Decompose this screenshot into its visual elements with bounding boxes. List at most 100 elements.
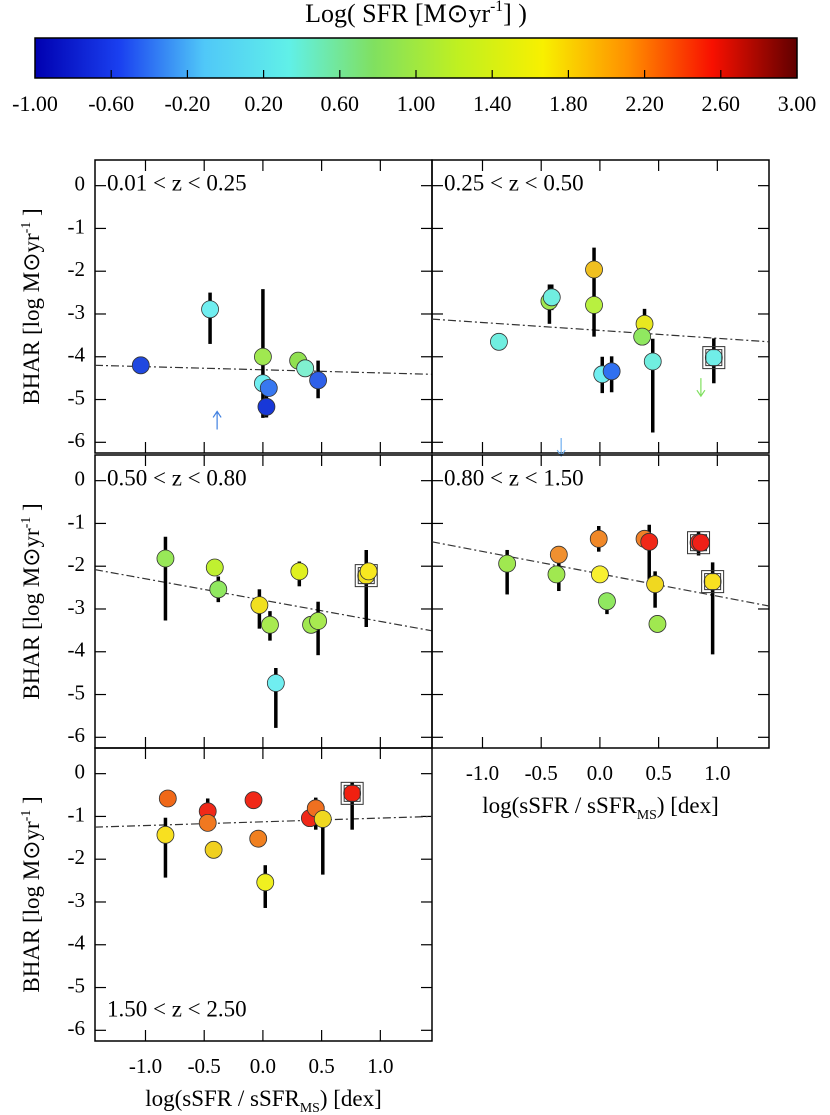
point <box>691 533 710 552</box>
point <box>633 327 652 346</box>
point <box>290 562 309 581</box>
x-tick-label: 0.5 <box>645 761 671 785</box>
y-tick-label: 0 <box>75 171 86 195</box>
label-part: -1 <box>18 222 33 234</box>
x-tick-label: 0.0 <box>587 761 613 785</box>
point <box>204 840 223 859</box>
limit-arrow <box>696 378 706 398</box>
point <box>640 532 659 551</box>
x-tick-label: -1.0 <box>466 761 499 785</box>
limit-arrow <box>212 410 222 430</box>
label-part: MS <box>300 1100 320 1115</box>
y-tick-label: -5 <box>68 680 86 704</box>
label-part: ⊙ <box>19 252 44 271</box>
point <box>591 565 609 584</box>
point <box>313 810 332 828</box>
point <box>244 791 263 810</box>
colorbar-tick-label: 0.20 <box>244 91 283 116</box>
label-part: -1 <box>18 810 33 822</box>
point-box <box>702 346 726 370</box>
y-tick-label: 0 <box>75 466 86 490</box>
point <box>261 615 279 634</box>
point <box>359 562 378 581</box>
x-tick-label: 1.0 <box>704 761 730 785</box>
label-part: ] ) <box>503 0 527 28</box>
point <box>643 352 662 371</box>
point <box>266 674 285 692</box>
y-tick-label: -5 <box>68 973 86 997</box>
label-part: ) [dex] <box>320 1086 382 1111</box>
point <box>490 332 508 351</box>
point <box>309 612 328 630</box>
y-tick-label: -4 <box>68 931 86 955</box>
point <box>250 596 269 615</box>
point-box <box>704 573 722 591</box>
point-box <box>340 781 364 805</box>
label-part: BHAR [log M <box>19 272 44 405</box>
y-tick-label: -6 <box>68 1016 86 1040</box>
label-part: ] <box>19 208 44 221</box>
point <box>589 529 608 548</box>
x-tick-label: -0.5 <box>525 761 558 785</box>
label-part: ⊙ <box>447 0 469 28</box>
colorbar-tick-label: -0.20 <box>164 91 210 116</box>
axis-label: BHAR [log M⊙yr-1 ] <box>18 796 45 992</box>
colorbar-tick-label: 2.20 <box>625 91 664 116</box>
x-tick-label: -1.0 <box>129 1054 162 1078</box>
axis-label: BHAR [log M⊙yr-1 ] <box>18 503 45 699</box>
panel-label: 0.01 < z < 0.25 <box>107 170 247 195</box>
point <box>542 288 561 307</box>
point <box>703 572 722 591</box>
point <box>131 356 150 375</box>
y-tick-label: 0 <box>75 759 86 783</box>
label-part: yr <box>19 821 44 841</box>
axis-label: Log( SFR [M⊙yr-1] ) <box>305 0 527 28</box>
point <box>198 813 217 832</box>
label-part: yr <box>468 0 490 28</box>
point <box>259 379 278 397</box>
y-tick-label: -6 <box>68 428 86 452</box>
point <box>257 397 276 416</box>
label-part: ] <box>19 503 44 516</box>
point <box>158 789 177 808</box>
label-part: Log( SFR [M <box>305 0 447 28</box>
colorbar-tick-label: 1.40 <box>473 91 512 116</box>
label-part: BHAR [log M <box>19 860 44 993</box>
x-tick-label: 1.0 <box>367 1054 393 1078</box>
label-part: BHAR [log M <box>19 567 44 700</box>
point <box>498 554 517 573</box>
panel-label: 1.50 < z < 2.50 <box>107 996 247 1021</box>
point-box <box>701 570 725 594</box>
label-part: yr <box>19 528 44 548</box>
point-box <box>705 349 723 367</box>
label-part: log(sSFR / sSFR <box>145 1086 300 1111</box>
x-tick-label: 0.5 <box>308 1054 334 1078</box>
x-tick-label: -0.5 <box>188 1054 221 1078</box>
point <box>254 347 272 366</box>
point-box <box>343 784 361 802</box>
y-tick-label: -1 <box>68 509 86 533</box>
axis-label: log(sSFR / sSFRMS) [dex] <box>145 1086 382 1114</box>
limit-arrow <box>556 438 566 458</box>
point <box>648 615 667 633</box>
point <box>585 296 603 314</box>
y-tick-label: -3 <box>68 888 86 912</box>
y-tick-label: -1 <box>68 214 86 238</box>
label-part: ⊙ <box>19 840 44 859</box>
point <box>602 362 621 381</box>
point <box>156 825 175 844</box>
point <box>201 300 219 319</box>
point <box>343 784 362 803</box>
point <box>156 549 175 568</box>
point <box>549 545 568 564</box>
point <box>309 371 328 390</box>
panel-label: 0.80 < z < 1.50 <box>444 465 584 490</box>
fit-line <box>431 318 770 343</box>
point <box>209 580 228 599</box>
panel-label: 0.25 < z < 0.50 <box>444 170 584 195</box>
y-tick-label: -4 <box>68 343 86 367</box>
x-tick-label: 0.0 <box>250 1054 276 1078</box>
fit-line <box>94 815 433 828</box>
y-tick-label: -2 <box>68 257 86 281</box>
